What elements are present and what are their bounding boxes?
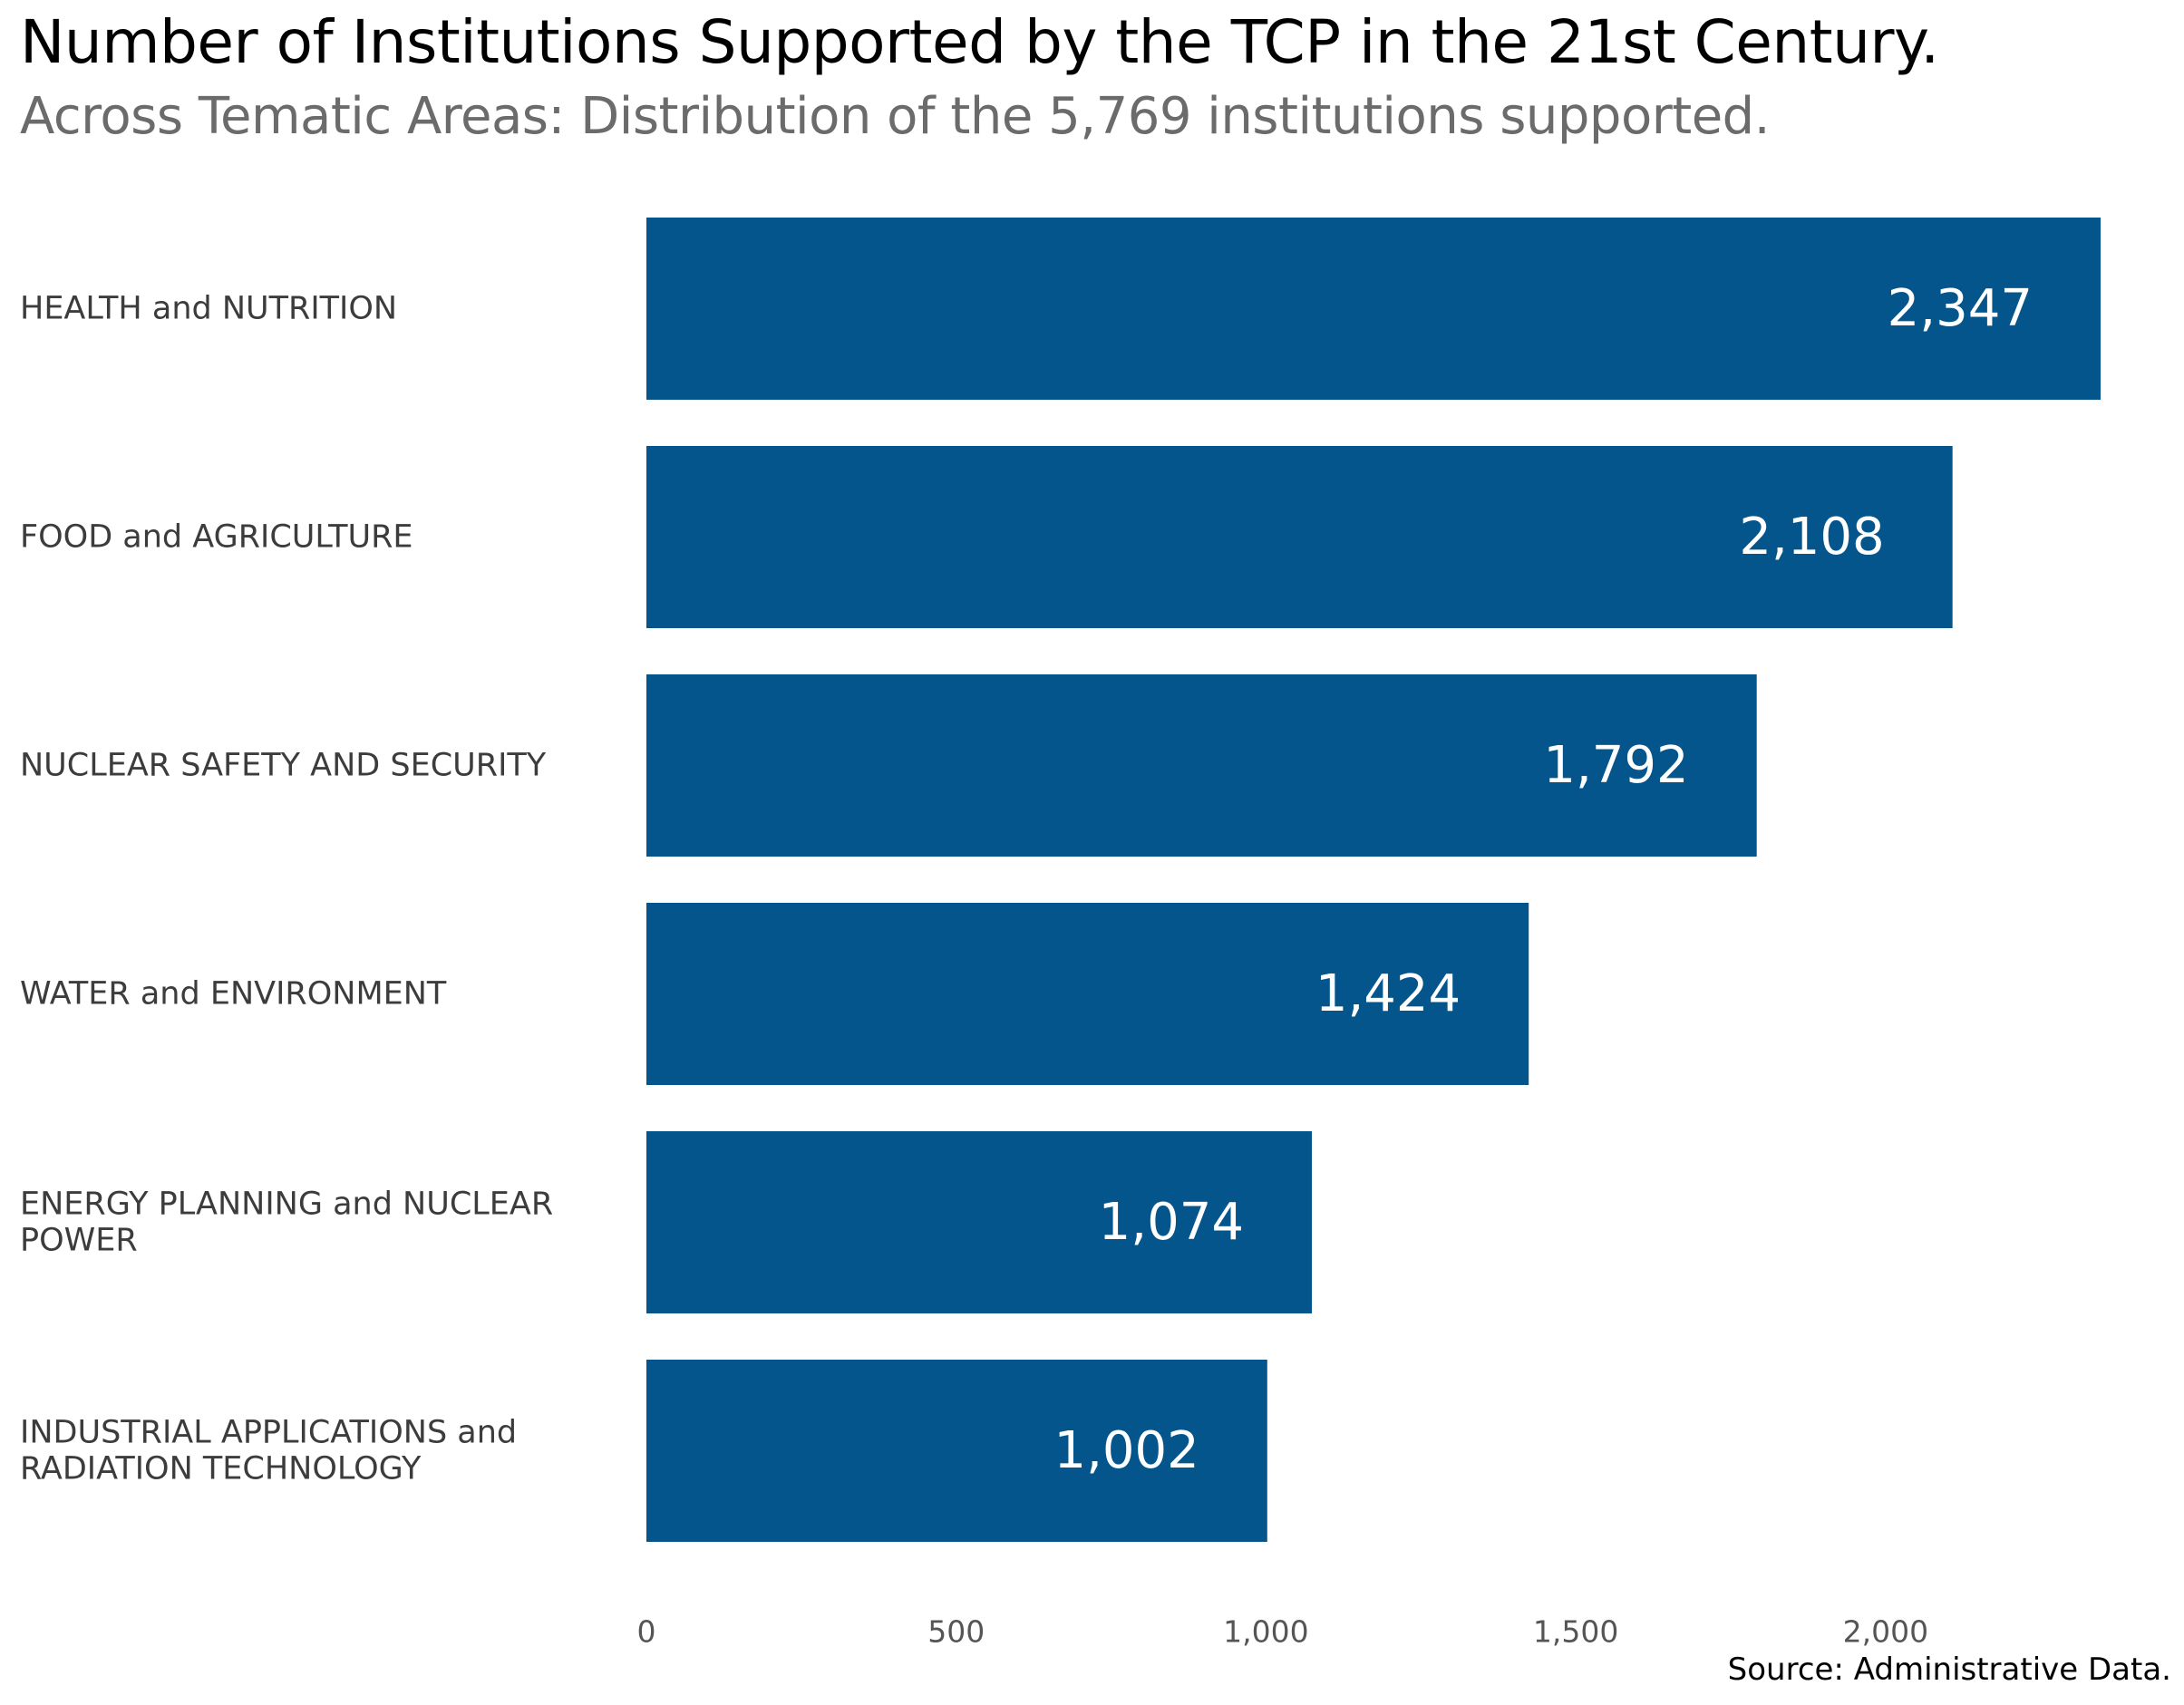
x-axis-ticks-layer: 0 500 1,000 1,500 2,000	[637, 1614, 1929, 1650]
category-label-line: INDUSTRIAL APPLICATIONS and	[20, 1415, 517, 1451]
category-label: NUCLEAR SAFETY AND SECURITY	[20, 748, 547, 784]
category-label: FOOD and AGRICULTURE	[20, 519, 413, 556]
category-label: HEALTH and NUTRITION	[20, 291, 397, 327]
bars-layer: 2,347 2,108 1,792 1,424 1,074 1,002	[646, 218, 2101, 1542]
bar	[646, 674, 1757, 857]
x-tick-label: 1,000	[1223, 1614, 1308, 1650]
category-label-line: FOOD and AGRICULTURE	[20, 519, 413, 556]
category-label: WATER and ENVIRONMENT	[20, 976, 447, 1012]
x-tick-label: 0	[637, 1614, 656, 1650]
category-labels-layer: HEALTH and NUTRITION FOOD and AGRICULTURE…	[20, 291, 553, 1487]
category-label-line: HEALTH and NUTRITION	[20, 291, 397, 327]
category-label-line: ENERGY PLANNING and NUCLEAR	[20, 1187, 553, 1223]
category-label-line: RADIATION TECHNOLOGY	[20, 1451, 422, 1487]
category-label-line: POWER	[20, 1223, 138, 1259]
bar	[646, 1131, 1312, 1313]
category-label: ENERGY PLANNING and NUCLEAR POWER	[20, 1187, 553, 1259]
chart-subtitle: Across Tematic Areas: Distribution of th…	[20, 87, 1771, 146]
source-caption: Source: Administrative Data.	[1727, 1652, 2171, 1688]
bar	[646, 903, 1529, 1085]
bar-value-label: 1,074	[1099, 1193, 1244, 1252]
bar	[646, 218, 2101, 400]
bar-value-label: 1,424	[1315, 964, 1461, 1023]
bar-value-label: 1,792	[1543, 736, 1688, 795]
bar-value-label: 2,108	[1739, 508, 1884, 567]
category-label-line: NUCLEAR SAFETY AND SECURITY	[20, 748, 547, 784]
category-label-line: WATER and ENVIRONMENT	[20, 976, 447, 1012]
bar-value-label: 1,002	[1053, 1421, 1199, 1480]
x-tick-label: 1,500	[1533, 1614, 1618, 1650]
category-label: INDUSTRIAL APPLICATIONS and RADIATION TEC…	[20, 1415, 517, 1487]
bar	[646, 446, 1953, 628]
x-tick-label: 500	[927, 1614, 985, 1650]
bar-value-label: 2,347	[1888, 279, 2033, 338]
x-tick-label: 2,000	[1843, 1614, 1928, 1650]
chart-title: Number of Institutions Supported by the …	[20, 7, 1939, 77]
bar	[646, 1360, 1267, 1542]
